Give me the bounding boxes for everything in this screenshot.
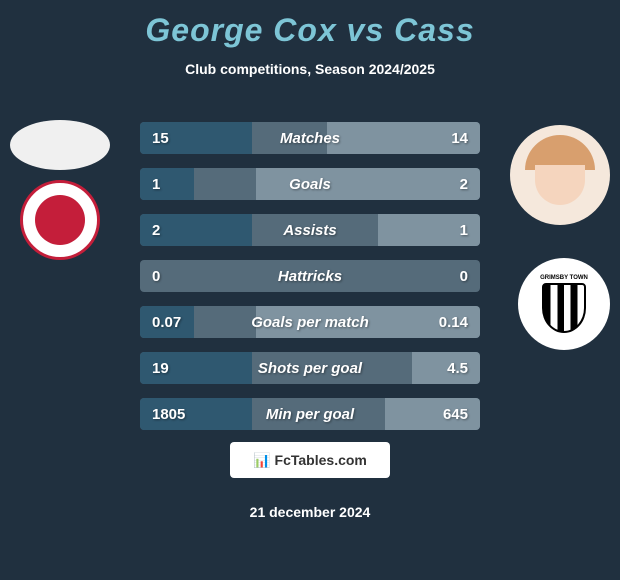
stats-container: 15 Matches 14 1 Goals 2 2 Assists 1 0 Ha… xyxy=(140,122,480,444)
stat-row: 0.07 Goals per match 0.14 xyxy=(140,306,480,338)
stat-row: 0 Hattricks 0 xyxy=(140,260,480,292)
stat-right-value: 4.5 xyxy=(447,360,468,377)
brand-logo[interactable]: 📊 FcTables.com xyxy=(230,442,390,478)
stat-right-value: 645 xyxy=(443,406,468,423)
stat-right-value: 0.14 xyxy=(439,314,468,331)
stat-row: 15 Matches 14 xyxy=(140,122,480,154)
team-left-crest xyxy=(20,180,100,260)
face-placeholder xyxy=(510,125,610,225)
brand-text: FcTables.com xyxy=(275,452,367,468)
chart-icon: 📊 xyxy=(253,452,270,469)
stat-row: 1 Goals 2 xyxy=(140,168,480,200)
player-right-avatar xyxy=(510,125,610,225)
player-left-avatar xyxy=(10,120,110,170)
page-title: George Cox vs Cass xyxy=(0,0,620,49)
stat-row: 2 Assists 1 xyxy=(140,214,480,246)
stat-label: Matches xyxy=(140,130,480,147)
stat-label: Goals xyxy=(140,176,480,193)
team-right-crest: GRIMSBY TOWN xyxy=(518,258,610,350)
stat-label: Hattricks xyxy=(140,268,480,285)
stat-label: Shots per goal xyxy=(140,360,480,377)
stat-right-value: 14 xyxy=(451,130,468,147)
stat-label: Goals per match xyxy=(140,314,480,331)
stat-row: 1805 Min per goal 645 xyxy=(140,398,480,430)
subtitle: Club competitions, Season 2024/2025 xyxy=(0,61,620,77)
stat-row: 19 Shots per goal 4.5 xyxy=(140,352,480,384)
stat-label: Assists xyxy=(140,222,480,239)
stat-right-value: 2 xyxy=(460,176,468,193)
stat-label: Min per goal xyxy=(140,406,480,423)
stat-right-value: 0 xyxy=(460,268,468,285)
date-label: 21 december 2024 xyxy=(0,504,620,520)
stat-right-value: 1 xyxy=(460,222,468,239)
